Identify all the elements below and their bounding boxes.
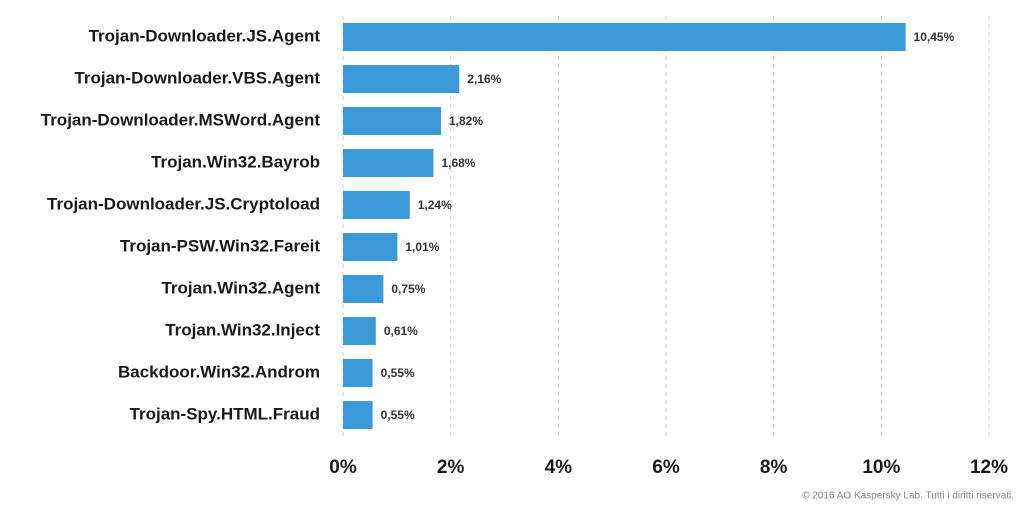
bar [343,233,398,261]
y-tick-label: Trojan-Downloader.MSWord.Agent [41,110,321,129]
value-label: 1,24% [418,198,452,212]
bar [343,23,906,51]
x-tick-label: 6% [652,457,680,478]
y-tick-label: Trojan-Downloader.VBS.Agent [74,68,320,87]
bar [343,65,460,93]
value-label: 2,16% [467,72,501,86]
value-label: 1,01% [405,240,439,254]
x-tick-label: 12% [970,457,1008,478]
x-tick-label: 0% [329,457,357,478]
x-tick-label: 10% [862,457,900,478]
value-label: 1,82% [449,114,483,128]
y-tick-label: Trojan.Win32.Bayrob [151,152,320,171]
y-tick-label: Trojan-Downloader.JS.Cryptoload [47,194,320,213]
value-label: 10,45% [914,30,955,44]
x-tick-label: 4% [545,457,573,478]
value-label: 0,55% [381,366,415,380]
bar [343,107,441,135]
bar [343,275,384,303]
y-tick-label: Trojan.Win32.Agent [161,278,320,297]
bar [343,401,373,429]
copyright: © 2016 AO Kaspersky Lab. Tutti i diritti… [802,491,1014,502]
value-label: 0,55% [381,408,415,422]
bar [343,359,373,387]
value-label: 0,75% [391,282,425,296]
bar [343,191,410,219]
bar [343,317,376,345]
y-tick-label: Trojan-Downloader.JS.Agent [89,26,321,45]
y-tick-label: Backdoor.Win32.Androm [118,362,320,381]
y-tick-label: Trojan-Spy.HTML.Fraud [130,404,320,423]
value-label: 1,68% [441,156,475,170]
y-tick-label: Trojan.Win32.Inject [165,320,320,339]
bar [343,149,434,177]
x-tick-label: 8% [760,457,788,478]
x-tick-label: 2% [437,457,465,478]
value-label: 0,61% [384,324,418,338]
y-tick-label: Trojan-PSW.Win32.Fareit [120,236,320,255]
